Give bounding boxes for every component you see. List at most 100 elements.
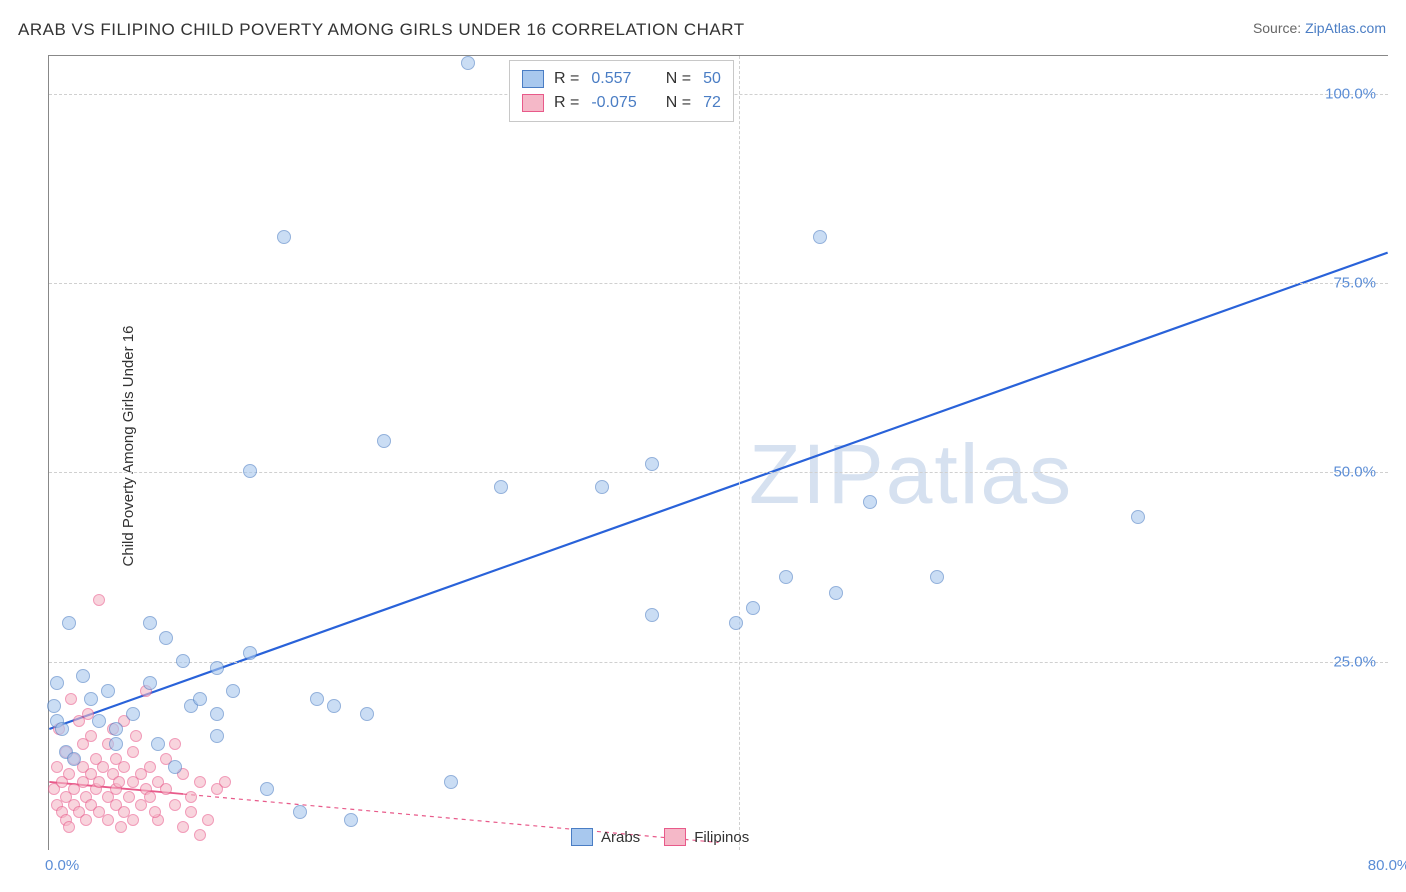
- scatter-point-arabs: [243, 646, 257, 660]
- source-link[interactable]: ZipAtlas.com: [1305, 20, 1386, 36]
- scatter-point-arabs: [360, 707, 374, 721]
- scatter-point-filipinos: [93, 776, 105, 788]
- gridline-vertical: [739, 56, 740, 850]
- series-legend: Arabs Filipinos: [571, 828, 749, 846]
- r-label: R =: [554, 94, 579, 112]
- scatter-point-arabs: [47, 699, 61, 713]
- scatter-point-arabs: [461, 56, 475, 70]
- scatter-point-filipinos: [177, 821, 189, 833]
- scatter-point-arabs: [168, 760, 182, 774]
- scatter-point-arabs: [126, 707, 140, 721]
- scatter-point-arabs: [210, 729, 224, 743]
- legend-chip-icon: [522, 94, 544, 112]
- scatter-point-filipinos: [160, 783, 172, 795]
- scatter-point-arabs: [746, 601, 760, 615]
- r-label: R =: [554, 70, 579, 88]
- chart-title: ARAB VS FILIPINO CHILD POVERTY AMONG GIR…: [18, 20, 745, 40]
- legend-row-filipinos: R = -0.075 N = 72: [522, 91, 721, 115]
- scatter-point-arabs: [729, 616, 743, 630]
- source: Source: ZipAtlas.com: [1253, 20, 1386, 36]
- scatter-point-arabs: [210, 661, 224, 675]
- scatter-point-filipinos: [115, 821, 127, 833]
- scatter-point-arabs: [327, 699, 341, 713]
- scatter-point-arabs: [55, 722, 69, 736]
- x-tick-label: 0.0%: [45, 857, 79, 874]
- scatter-point-arabs: [293, 805, 307, 819]
- x-tick-label: 80.0%: [1368, 857, 1406, 874]
- y-tick-label: 25.0%: [1333, 653, 1376, 670]
- scatter-point-filipinos: [185, 791, 197, 803]
- scatter-point-arabs: [277, 230, 291, 244]
- scatter-point-arabs: [193, 692, 207, 706]
- n-label: N =: [661, 70, 691, 88]
- scatter-point-arabs: [151, 737, 165, 751]
- scatter-point-arabs: [444, 775, 458, 789]
- scatter-point-filipinos: [63, 821, 75, 833]
- scatter-point-arabs: [813, 230, 827, 244]
- scatter-point-arabs: [84, 692, 98, 706]
- scatter-point-arabs: [226, 684, 240, 698]
- scatter-point-arabs: [62, 616, 76, 630]
- scatter-point-arabs: [779, 570, 793, 584]
- scatter-point-arabs: [829, 586, 843, 600]
- watermark: ZIPatlas: [749, 426, 1073, 523]
- scatter-point-filipinos: [169, 799, 181, 811]
- scatter-point-arabs: [863, 495, 877, 509]
- trend-lines-layer: [49, 56, 1388, 850]
- scatter-point-arabs: [76, 669, 90, 683]
- scatter-point-filipinos: [127, 814, 139, 826]
- scatter-point-arabs: [50, 676, 64, 690]
- legend-item-filipinos[interactable]: Filipinos: [664, 828, 749, 846]
- r-value: -0.075: [591, 94, 651, 112]
- scatter-point-filipinos: [102, 814, 114, 826]
- scatter-point-filipinos: [130, 730, 142, 742]
- scatter-point-arabs: [930, 570, 944, 584]
- scatter-point-filipinos: [185, 806, 197, 818]
- legend-chip-icon: [571, 828, 593, 846]
- scatter-point-arabs: [243, 464, 257, 478]
- y-tick-label: 100.0%: [1325, 85, 1376, 102]
- scatter-point-arabs: [143, 676, 157, 690]
- scatter-point-arabs: [260, 782, 274, 796]
- scatter-point-arabs: [310, 692, 324, 706]
- r-value: 0.557: [591, 70, 651, 88]
- scatter-point-arabs: [645, 457, 659, 471]
- scatter-point-filipinos: [93, 594, 105, 606]
- scatter-point-filipinos: [113, 776, 125, 788]
- legend-chip-icon: [522, 70, 544, 88]
- y-tick-label: 50.0%: [1333, 464, 1376, 481]
- scatter-point-arabs: [494, 480, 508, 494]
- scatter-point-arabs: [595, 480, 609, 494]
- n-value: 72: [703, 94, 721, 112]
- scatter-point-filipinos: [149, 806, 161, 818]
- legend-chip-icon: [664, 828, 686, 846]
- scatter-point-arabs: [67, 752, 81, 766]
- scatter-point-filipinos: [219, 776, 231, 788]
- header: ARAB VS FILIPINO CHILD POVERTY AMONG GIR…: [18, 20, 1386, 40]
- watermark-text-b: atlas: [886, 427, 1073, 521]
- scatter-point-filipinos: [80, 814, 92, 826]
- scatter-point-filipinos: [194, 829, 206, 841]
- scatter-point-filipinos: [144, 791, 156, 803]
- scatter-point-arabs: [159, 631, 173, 645]
- n-value: 50: [703, 70, 721, 88]
- scatter-point-arabs: [92, 714, 106, 728]
- legend-item-arabs[interactable]: Arabs: [571, 828, 640, 846]
- scatter-point-arabs: [210, 707, 224, 721]
- scatter-point-arabs: [143, 616, 157, 630]
- legend-label: Filipinos: [694, 829, 749, 846]
- scatter-point-arabs: [377, 434, 391, 448]
- scatter-point-filipinos: [118, 761, 130, 773]
- gridline-horizontal: [49, 283, 1388, 284]
- scatter-point-filipinos: [169, 738, 181, 750]
- scatter-point-arabs: [109, 737, 123, 751]
- scatter-point-arabs: [109, 722, 123, 736]
- scatter-point-filipinos: [85, 730, 97, 742]
- scatter-point-filipinos: [144, 761, 156, 773]
- source-label: Source:: [1253, 20, 1305, 36]
- correlation-legend: R = 0.557 N = 50 R = -0.075 N = 72: [509, 60, 734, 122]
- scatter-point-filipinos: [123, 791, 135, 803]
- y-tick-label: 75.0%: [1333, 275, 1376, 292]
- chart-plot-area: ZIPatlas 25.0%50.0%75.0%100.0%0.0%80.0%R…: [48, 55, 1388, 850]
- scatter-point-arabs: [344, 813, 358, 827]
